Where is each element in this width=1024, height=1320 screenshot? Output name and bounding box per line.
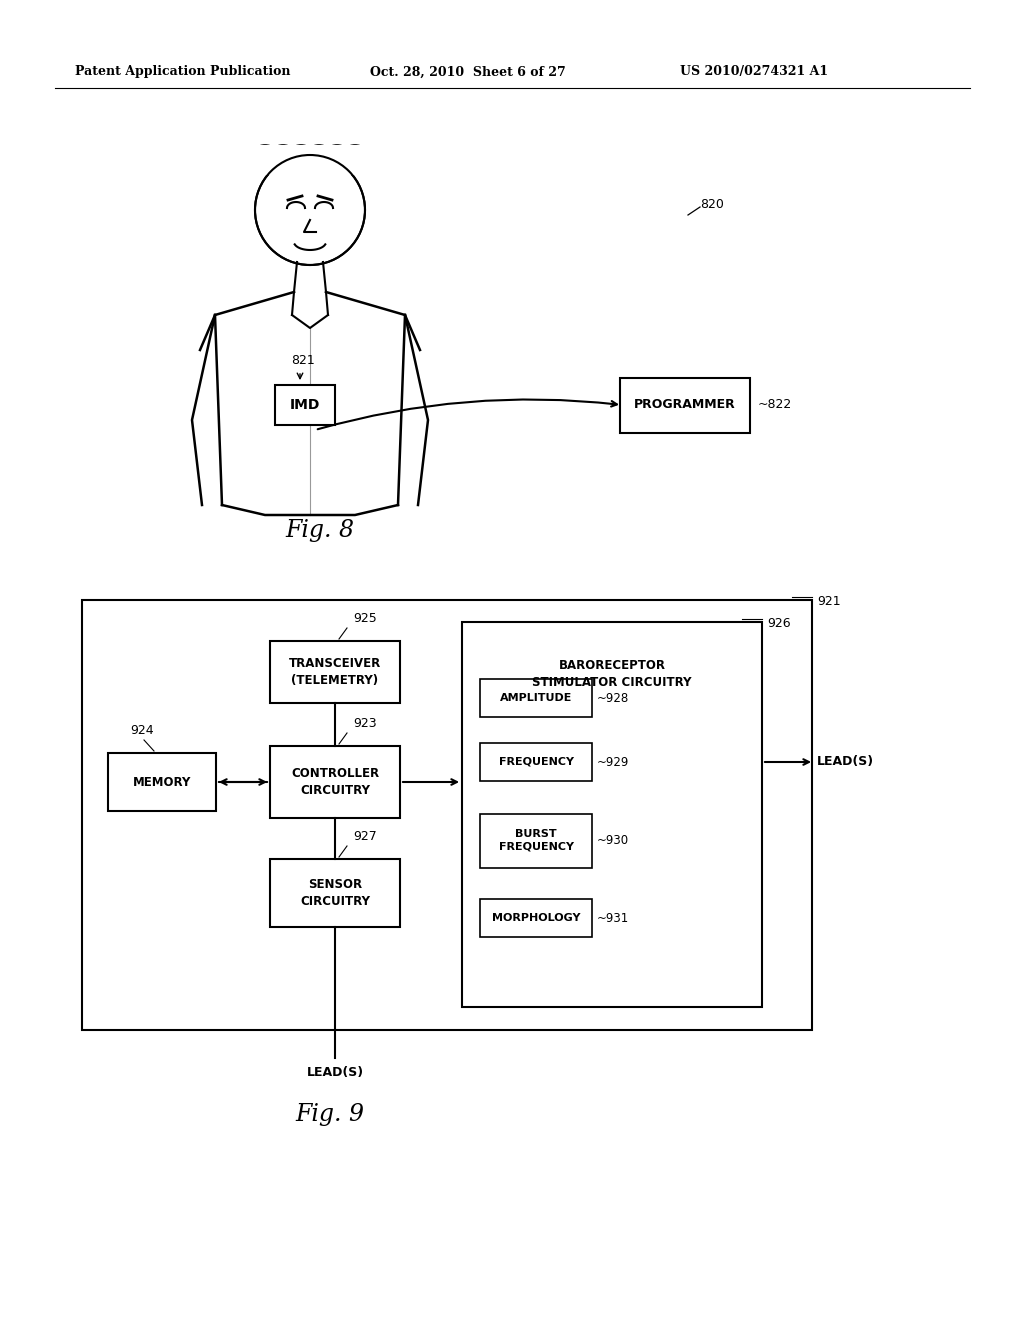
Text: AMPLITUDE: AMPLITUDE <box>500 693 572 704</box>
Text: ~929: ~929 <box>597 755 630 768</box>
Text: IMD: IMD <box>290 399 321 412</box>
FancyBboxPatch shape <box>480 678 592 717</box>
FancyBboxPatch shape <box>275 385 335 425</box>
Text: PROGRAMMER: PROGRAMMER <box>634 399 736 412</box>
Text: 924: 924 <box>130 723 154 737</box>
Text: Fig. 9: Fig. 9 <box>296 1104 365 1126</box>
Text: SENSOR
CIRCUITRY: SENSOR CIRCUITRY <box>300 878 370 908</box>
FancyBboxPatch shape <box>270 746 400 818</box>
Text: MEMORY: MEMORY <box>133 776 191 788</box>
Text: BARORECEPTOR
STIMULATOR CIRCUITRY: BARORECEPTOR STIMULATOR CIRCUITRY <box>532 659 692 689</box>
Text: LEAD(S): LEAD(S) <box>817 755 874 768</box>
Text: Patent Application Publication: Patent Application Publication <box>75 66 291 78</box>
FancyBboxPatch shape <box>480 899 592 937</box>
FancyBboxPatch shape <box>620 378 750 433</box>
Text: 926: 926 <box>767 616 791 630</box>
FancyBboxPatch shape <box>108 752 216 810</box>
Text: CONTROLLER
CIRCUITRY: CONTROLLER CIRCUITRY <box>291 767 379 797</box>
FancyBboxPatch shape <box>270 859 400 927</box>
FancyBboxPatch shape <box>270 642 400 704</box>
Text: ~928: ~928 <box>597 692 630 705</box>
Text: 921: 921 <box>817 595 841 609</box>
Circle shape <box>287 144 315 172</box>
FancyBboxPatch shape <box>480 814 592 869</box>
FancyBboxPatch shape <box>82 601 812 1030</box>
Text: BURST
FREQUENCY: BURST FREQUENCY <box>499 829 573 851</box>
Circle shape <box>323 144 351 172</box>
FancyBboxPatch shape <box>462 622 762 1007</box>
Text: Fig. 8: Fig. 8 <box>286 519 354 541</box>
FancyBboxPatch shape <box>480 743 592 781</box>
FancyBboxPatch shape <box>250 145 370 176</box>
Text: Oct. 28, 2010  Sheet 6 of 27: Oct. 28, 2010 Sheet 6 of 27 <box>370 66 565 78</box>
Text: TRANSCEIVER
(TELEMETRY): TRANSCEIVER (TELEMETRY) <box>289 657 381 686</box>
Text: 927: 927 <box>353 830 377 843</box>
Text: US 2010/0274321 A1: US 2010/0274321 A1 <box>680 66 828 78</box>
Text: ~822: ~822 <box>758 399 793 412</box>
Circle shape <box>251 144 279 172</box>
Circle shape <box>341 144 369 172</box>
Text: 820: 820 <box>700 198 724 211</box>
Text: FREQUENCY: FREQUENCY <box>499 756 573 767</box>
Text: LEAD(S): LEAD(S) <box>306 1067 364 1078</box>
Circle shape <box>305 144 333 172</box>
Text: ~931: ~931 <box>597 912 630 924</box>
Text: 925: 925 <box>353 612 377 624</box>
Circle shape <box>269 144 297 172</box>
Text: MORPHOLOGY: MORPHOLOGY <box>492 913 581 923</box>
Text: 923: 923 <box>353 717 377 730</box>
Text: 821: 821 <box>291 354 314 367</box>
Text: ~930: ~930 <box>597 833 629 846</box>
